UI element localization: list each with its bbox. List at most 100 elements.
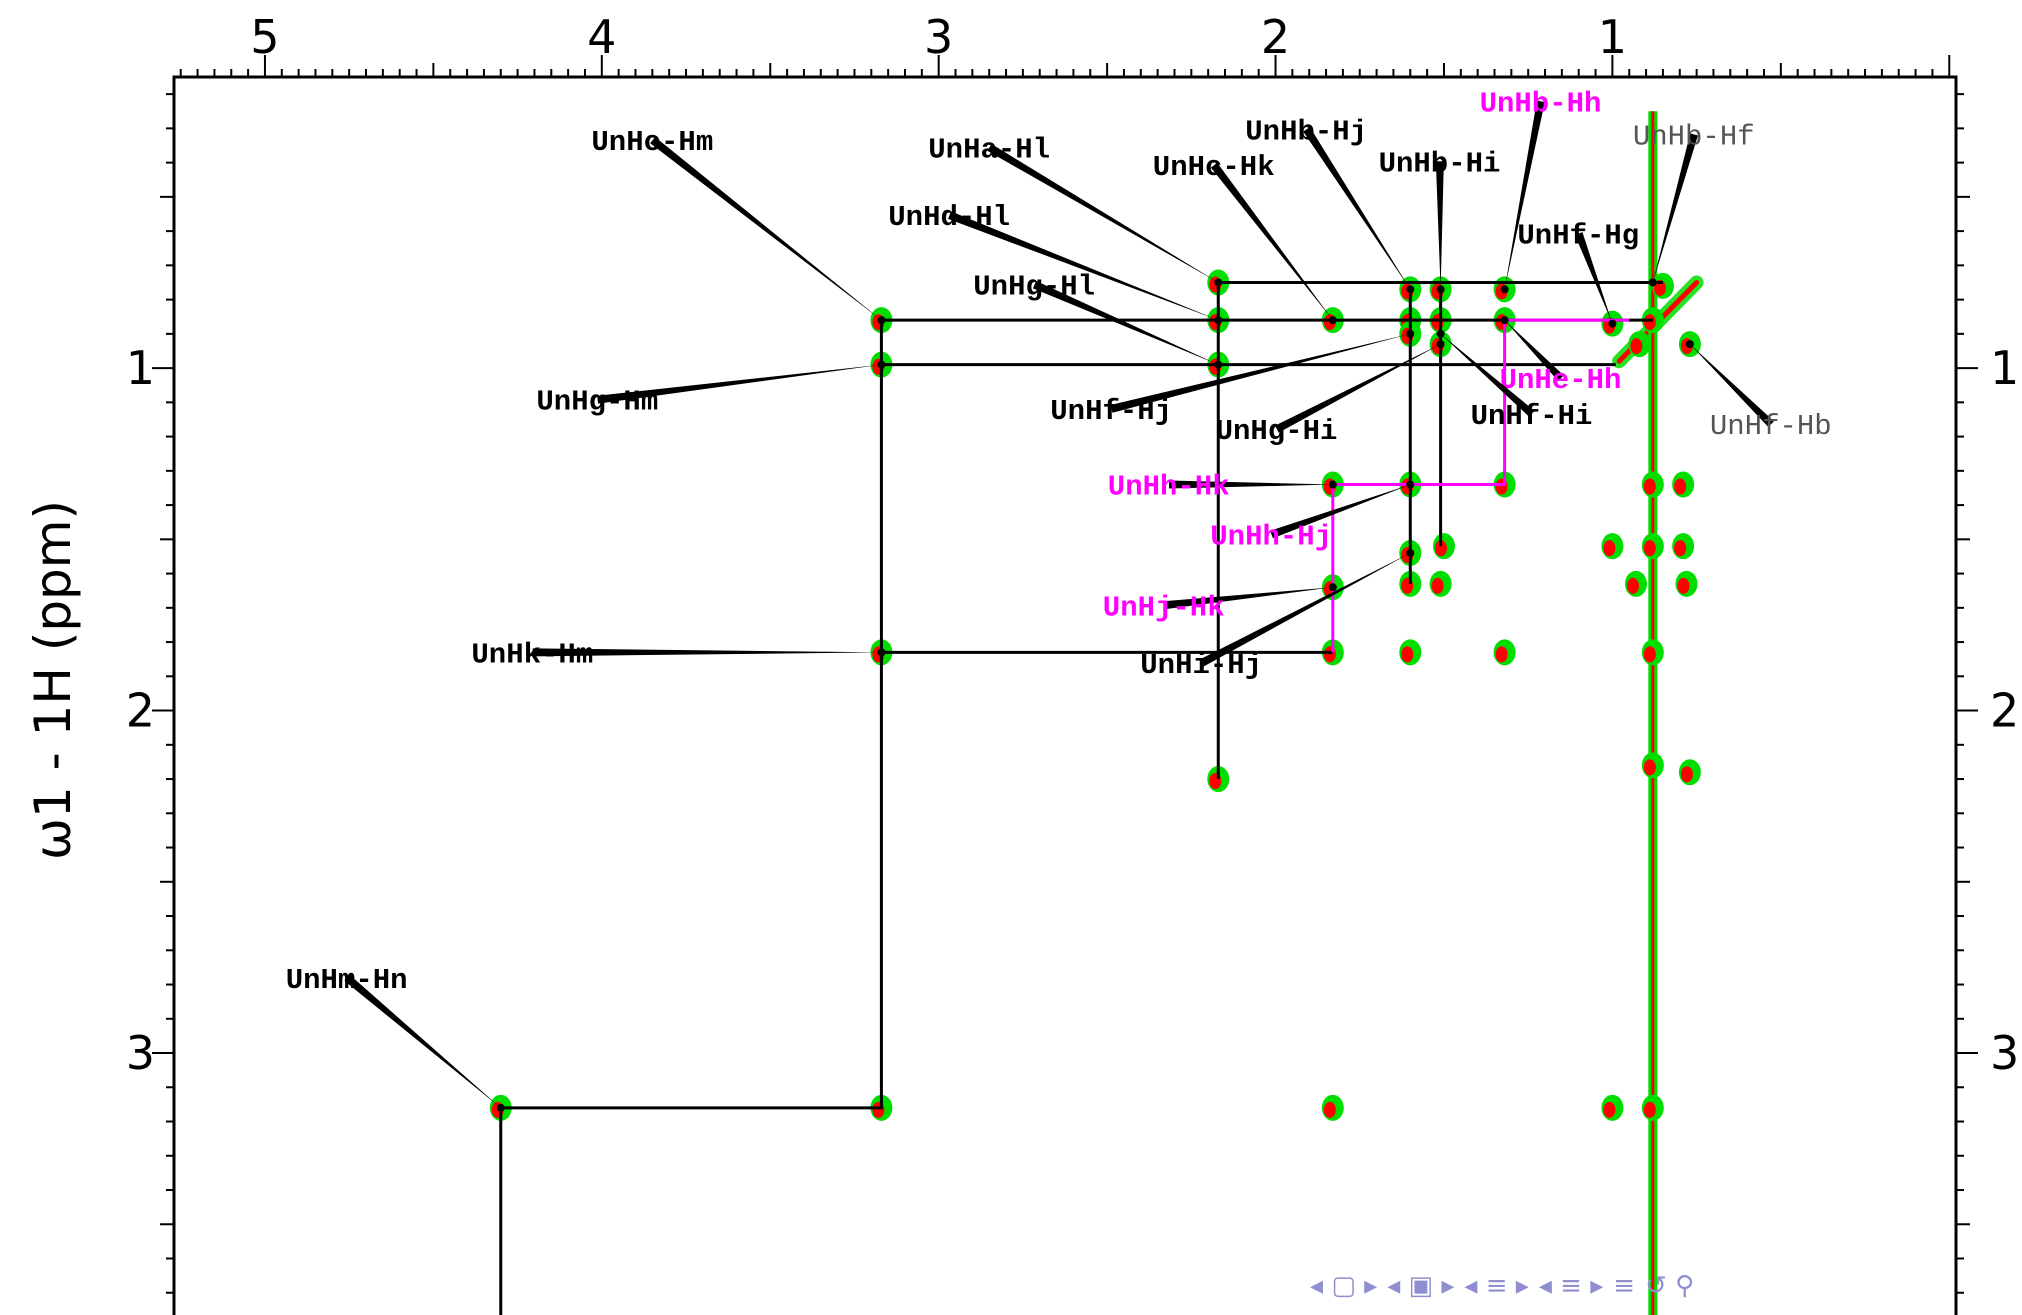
peak-marker [1214, 360, 1223, 369]
cross-peak-red [1643, 759, 1656, 776]
leader-pointer [1504, 320, 1564, 381]
x-tick-label: 2 [1261, 10, 1290, 64]
x-axis: 5 4 3 2 1 [179, 10, 1951, 77]
cross-peak-red [1680, 766, 1693, 783]
peak-marker [1328, 316, 1337, 325]
peak-label: UnHh-Hj [1210, 521, 1332, 554]
y-tick-label: 2 [126, 684, 155, 738]
peak-label: UnHb-Hj [1245, 115, 1367, 148]
nav-next-section-icon[interactable]: ◂ ≡ ▸ [1538, 1271, 1604, 1301]
peak-label: UnHb-Hi [1379, 147, 1501, 180]
nav-prev-section-icon[interactable]: ◂ ≡ ▸ [1464, 1271, 1529, 1301]
leader-pointer [1032, 281, 1219, 365]
peak-marker [1436, 285, 1445, 294]
cross-peak-red [1630, 338, 1643, 355]
assignment-path-group [499, 280, 1663, 1315]
peak-marker [1214, 316, 1223, 325]
cross-peak-red [1434, 540, 1447, 557]
leader-pointer [1163, 587, 1333, 610]
leader-pointer [1303, 127, 1411, 290]
peak-marker [1406, 549, 1415, 558]
x-tick-label: 5 [250, 10, 279, 64]
nav-prev-subsection-icon[interactable]: ◂ ▣ ▸ [1387, 1271, 1455, 1301]
cross-peak-red [1674, 478, 1687, 495]
peak-marker [1436, 329, 1445, 338]
y-tick-label: 3 [126, 1026, 155, 1080]
peak-label: UnHh-Hk [1108, 471, 1230, 504]
nav-search-icon[interactable]: ↺ ⚲ [1645, 1271, 1695, 1301]
leader-pointer [1574, 232, 1613, 324]
peak-label: UnHk-Hm [471, 638, 593, 671]
peak-label: UnHf-Hg [1517, 220, 1639, 253]
peak-label: UnHc-Hm [591, 126, 713, 159]
peak-label: UnHf-Hi [1471, 400, 1593, 433]
leader-pointer [1652, 133, 1698, 283]
cross-peak-red [1603, 540, 1616, 557]
leader-pointer [1110, 333, 1411, 413]
leader-pointer [344, 974, 501, 1108]
leader-pointer [987, 144, 1219, 283]
peak-marker [1500, 285, 1509, 294]
slide-navigation[interactable]: ◂ ▢ ▸ ◂ ▣ ▸ ◂ ≡ ▸ ◂ ≡ ▸ ≡ ↺ ⚲ [1310, 1268, 1694, 1304]
y-axis-label: ω1 - 1H (ppm) [24, 500, 82, 860]
peak-marker [1685, 340, 1694, 349]
cross-peak-red [1643, 646, 1656, 663]
peak-label: UnHd-Hl [888, 201, 1010, 234]
peak-marker [496, 1103, 505, 1112]
nav-toc-icon[interactable]: ≡ [1613, 1271, 1636, 1301]
assignment-path [1331, 318, 1630, 653]
cross-peak-red [1674, 540, 1687, 557]
x-tick-label: 4 [587, 10, 616, 64]
peak-marker [1214, 278, 1223, 287]
annotation-group: UnHc-Hm UnHa-HlUnHd-HlUnHg-HlUnHc-HkUnHb-… [286, 87, 1832, 1112]
cross-peak-red [1401, 646, 1414, 663]
peak-marker [1328, 480, 1337, 489]
y-tick-label-right: 3 [1990, 1026, 2019, 1080]
cross-peak-red [1626, 577, 1639, 594]
peak-marker [1406, 285, 1415, 294]
peak-label: UnHm-Hn [286, 964, 408, 997]
peak-marker [877, 316, 886, 325]
peak-marker [1500, 316, 1509, 325]
y-axis-left: 1 2 3 [126, 93, 174, 1294]
plot-frame [172, 75, 1958, 1315]
peak-label: UnHj-Hk [1103, 591, 1225, 624]
y-tick-label-right: 2 [1990, 684, 2019, 738]
peak-marker [877, 360, 886, 369]
leader-pointer [1504, 100, 1545, 290]
peak-label: UnHf-Hj [1050, 395, 1172, 428]
peak-marker [1328, 583, 1337, 592]
cross-peak-red [1603, 1101, 1616, 1118]
leader-pointer [597, 364, 882, 404]
peak-label: UnHb-Hh [1480, 87, 1602, 120]
leader-pointer [1199, 553, 1411, 667]
assignment-path [499, 318, 1653, 1315]
peak-marker [1648, 278, 1657, 287]
cross-peak-red [1495, 646, 1508, 663]
peak-label: UnHf-Hb [1710, 410, 1832, 443]
leader-pointer [1270, 484, 1411, 539]
peak-label: UnHb-Hf [1633, 120, 1755, 153]
leader-pointer [1689, 344, 1774, 427]
peak-marker [1406, 329, 1415, 338]
leader-pointer [1275, 344, 1441, 433]
leader-pointer [948, 211, 1219, 321]
x-tick-label: 1 [1598, 10, 1627, 64]
cross-peak-red [1677, 577, 1690, 594]
peak-marker [877, 648, 886, 657]
peak-label: UnHg-Hl [973, 271, 1095, 304]
peak-marker [1436, 340, 1445, 349]
peak-marker [1406, 480, 1415, 489]
leader-pointer [532, 648, 882, 657]
peak-label: UnHe-Hh [1500, 364, 1622, 397]
leader-pointer [1210, 162, 1333, 321]
cross-peak-red [1643, 478, 1656, 495]
leader-pointer [650, 137, 882, 321]
y-tick-label-right: 1 [1990, 341, 2019, 395]
cross-peak-red [1323, 1101, 1336, 1118]
nav-prev-frame-icon[interactable]: ◂ ▢ ▸ [1310, 1271, 1378, 1301]
y-tick-label: 1 [126, 341, 155, 395]
cross-peak-red [1431, 577, 1444, 594]
cross-peak-red [1643, 314, 1656, 331]
